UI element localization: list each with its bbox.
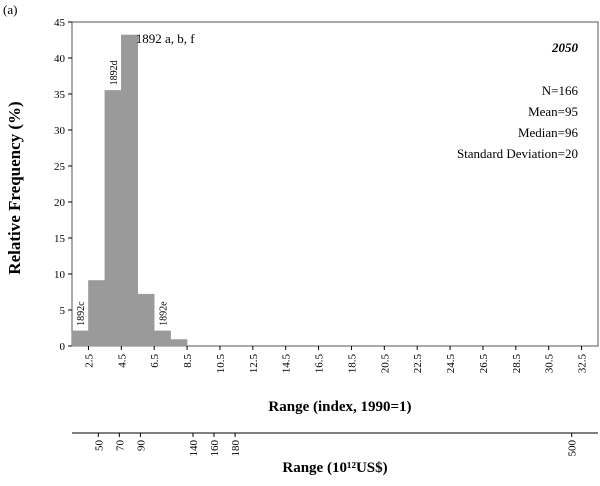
secondary-tick-label: 70 [114,440,126,452]
histogram-bar [153,330,171,347]
x-tick-label: 18.5 [346,354,358,374]
x-tick-label: 22.5 [412,354,424,374]
panel-label: (a) [3,2,17,17]
histogram-bar [88,280,106,347]
annotation-bg [155,285,170,326]
plot-frame [71,21,599,347]
plot-area: 0 5 10 15 20 25 30 35 40 45 1892c 1892d 1892 a, b, f… [54,17,599,374]
secondary-tick-label: 50 [93,440,105,452]
y-tick-label: 40 [54,53,66,65]
secondary-tick-label: 90 [135,440,147,452]
x-tick-label: 8.5 [182,354,194,368]
histogram-bar [137,293,155,347]
x-tick-label: 28.5 [511,354,523,374]
x-tick-label: 14.5 [281,354,293,374]
y-tick-label: 20 [54,197,66,209]
y-tick-label: 30 [54,125,66,137]
bar-annotation: 1892d [109,60,120,85]
histogram-bar [104,90,122,347]
year-label: 2050 [551,40,579,55]
x-tick-label: 24.5 [445,354,457,374]
stat-line: N=166 [542,83,579,98]
y-tick-label: 10 [54,269,66,281]
x-tick-label: 20.5 [379,354,391,374]
annotation-bg [106,45,121,86]
stats-box: N=166 Mean=95 Median=96 Standard Deviation=… [457,83,579,161]
secondary-tick-label: 500 [567,440,579,457]
x-tick-label: 12.5 [248,354,260,374]
y-tick-label: 15 [54,233,66,245]
y-axis-label: Relative Frequency (%) [5,101,24,274]
x-axis-label: Range (index, 1990=1) [268,399,411,415]
stat-line: Standard Deviation=20 [457,146,578,161]
y-tick-label: 0 [60,341,66,353]
x-tick-label: 30.5 [544,354,556,374]
annotation-bg [73,285,88,326]
y-tick-label: 5 [60,305,66,317]
secondary-axis: 50 70 90 140 160 180 500 [72,432,598,457]
y-tick-label: 35 [54,89,66,101]
bar-annotation: 1892e [158,301,169,326]
x-tick-label: 4.5 [116,354,128,368]
x-tick-label: 2.5 [83,354,95,368]
x-tick-label: 26.5 [478,354,490,374]
x-tick-label: 6.5 [149,354,161,368]
secondary-axis-label: Range (10¹²US$) [282,460,387,476]
histogram-bar [170,339,188,347]
histogram-bar [71,330,89,347]
y-tick-label: 25 [54,161,66,173]
stat-line: Mean=95 [528,104,578,119]
y-tick-label: 45 [54,17,66,29]
stat-line: Median=96 [518,125,579,140]
secondary-tick-label: 160 [209,440,221,457]
bar-annotation: 1892 a, b, f [136,31,196,46]
histogram-bar [121,34,138,347]
x-tick-label: 32.5 [577,354,589,374]
bar-annotation: 1892c [76,301,87,326]
secondary-tick-label: 180 [230,440,242,457]
secondary-tick-label: 140 [188,440,200,457]
x-tick-label: 16.5 [314,354,326,374]
x-tick-label: 10.5 [215,354,227,374]
